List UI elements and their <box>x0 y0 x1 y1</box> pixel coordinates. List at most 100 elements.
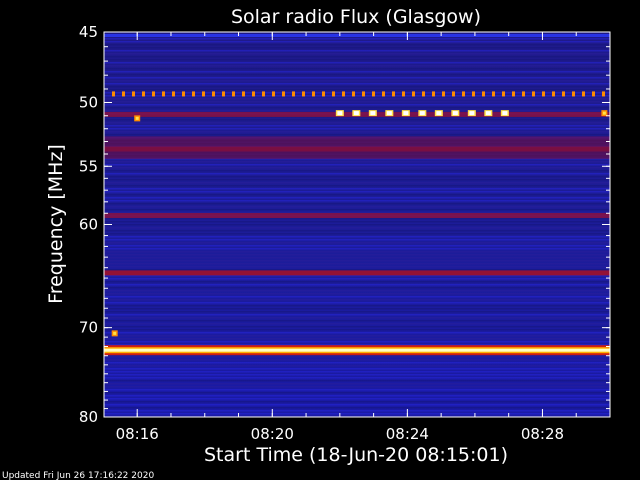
texture-stripe <box>104 329 610 331</box>
texture-stripe <box>104 227 610 229</box>
texture-stripe <box>104 296 610 298</box>
texture-stripe <box>104 407 610 409</box>
texture-stripe <box>104 212 610 214</box>
heatmap-bursts <box>111 110 608 337</box>
band-point <box>412 91 415 97</box>
burst-peak <box>353 111 359 116</box>
band-point <box>422 91 425 97</box>
band-point <box>322 91 325 97</box>
texture-stripe <box>104 218 610 220</box>
x-axis-label: Start Time (18-Jun-20 08:15:01) <box>204 444 508 466</box>
texture-stripe <box>104 287 610 289</box>
burst-peak <box>370 111 376 116</box>
y-tick-label: 55 <box>79 157 98 175</box>
texture-stripe <box>104 182 610 184</box>
texture-stripe <box>104 47 610 49</box>
texture-stripe <box>104 194 610 196</box>
band-point <box>292 91 295 97</box>
texture-stripe <box>104 305 610 307</box>
texture-stripe <box>104 86 610 88</box>
band-point <box>602 91 605 97</box>
texture-stripe <box>104 317 610 319</box>
texture-stripe <box>104 344 610 346</box>
burst-peak <box>502 111 508 116</box>
texture-stripe <box>104 221 610 223</box>
texture-stripe <box>104 293 610 295</box>
band-point <box>312 91 315 97</box>
texture-stripe <box>104 308 610 310</box>
texture-stripe <box>104 32 610 34</box>
texture-stripe <box>104 131 610 133</box>
texture-stripe <box>104 128 610 130</box>
texture-stripe <box>104 197 610 199</box>
texture-stripe <box>104 107 610 109</box>
y-axis: 45 50 55 60 70 80 <box>79 23 610 426</box>
texture-stripe <box>104 191 610 193</box>
y-tick-label: 70 <box>79 319 98 337</box>
texture-stripe <box>104 323 610 325</box>
texture-stripe <box>104 263 610 265</box>
texture-stripe <box>104 383 610 385</box>
plot-area <box>103 31 611 418</box>
chart-title: Solar radio Flux (Glasgow) <box>231 6 481 28</box>
band-point <box>552 91 555 97</box>
band-point <box>142 91 145 97</box>
burst-peak <box>386 111 392 116</box>
texture-stripe <box>104 122 610 124</box>
texture-stripe <box>104 338 610 340</box>
band-point <box>232 91 235 97</box>
band-peak <box>104 348 610 352</box>
band-point <box>332 91 335 97</box>
band-point <box>592 91 595 97</box>
texture-stripe <box>104 233 610 235</box>
texture-stripe <box>104 245 610 247</box>
texture-stripe <box>104 362 610 364</box>
burst-peak <box>485 111 491 116</box>
texture-stripe <box>104 134 610 136</box>
band-point <box>432 91 435 97</box>
band-point <box>522 91 525 97</box>
texture-stripe <box>104 62 610 64</box>
band-point <box>282 91 285 97</box>
band-point <box>472 91 475 97</box>
burst-peak <box>403 111 409 116</box>
texture-stripe <box>104 359 610 361</box>
texture-stripe <box>104 299 610 301</box>
texture-stripe <box>104 179 610 181</box>
band-point <box>192 91 195 97</box>
texture-stripe <box>104 104 610 106</box>
band-point <box>122 91 125 97</box>
texture-stripe <box>104 386 610 388</box>
band-point <box>402 91 405 97</box>
texture-stripe <box>104 374 610 376</box>
band-point <box>162 91 165 97</box>
y-tick-label: 80 <box>79 408 98 426</box>
texture-stripe <box>104 260 610 262</box>
burst-peak <box>436 111 442 116</box>
texture-stripe <box>104 56 610 58</box>
texture-stripe <box>104 95 610 97</box>
texture-stripe <box>104 368 610 370</box>
band-point <box>362 91 365 97</box>
texture-stripe <box>104 71 610 73</box>
texture-stripe <box>104 290 610 292</box>
x-axis: 08:16 08:20 08:24 08:28 <box>116 32 611 443</box>
band-point <box>212 91 215 97</box>
texture-stripe <box>104 224 610 226</box>
texture-stripe <box>104 395 610 397</box>
burst-peak <box>337 111 343 116</box>
texture-stripe <box>104 413 610 415</box>
burst-peak <box>135 116 139 120</box>
texture-stripe <box>104 119 610 121</box>
texture-stripe <box>104 398 610 400</box>
texture-stripe <box>104 311 610 313</box>
texture-stripe <box>104 74 610 76</box>
texture-stripe <box>104 34 610 37</box>
band-point <box>452 91 455 97</box>
band-point <box>222 91 225 97</box>
x-tick-label: 08:24 <box>386 425 429 443</box>
heatmap-bands <box>104 32 610 418</box>
texture-stripe <box>104 335 610 337</box>
band-point <box>542 91 545 97</box>
